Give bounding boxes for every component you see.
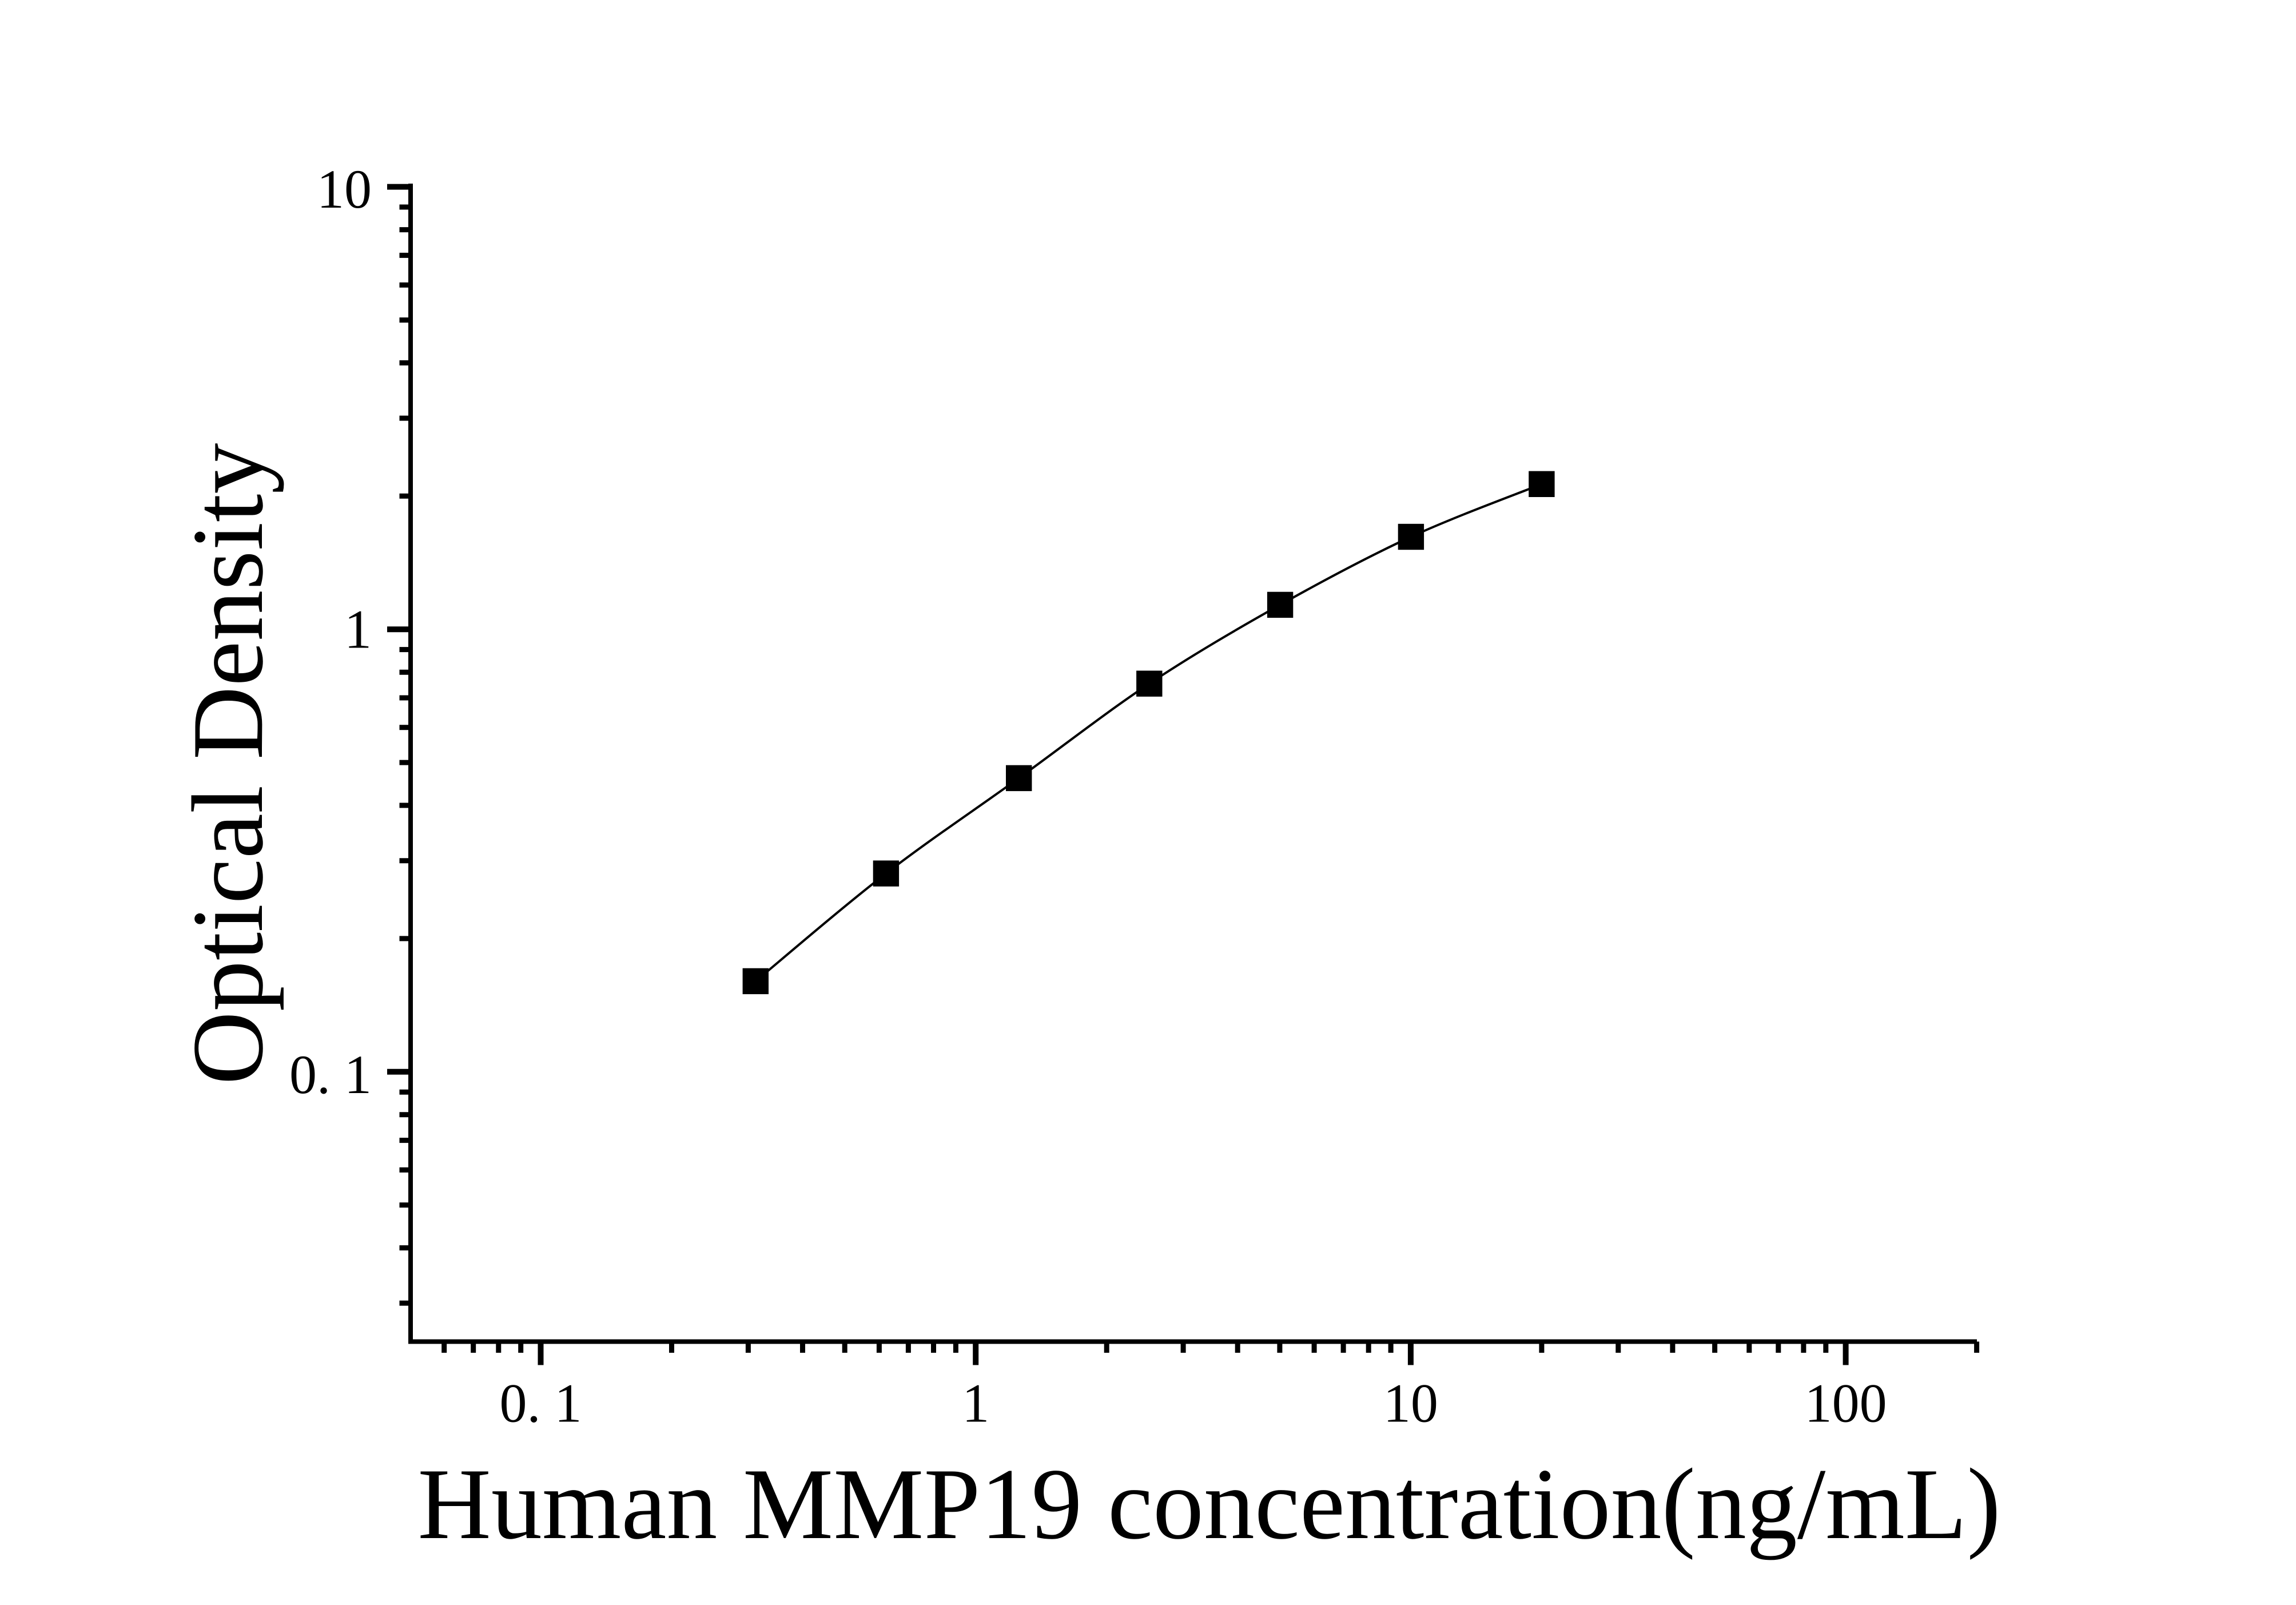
svg-text:10: 10 [317,158,372,220]
svg-text:0. 1: 0. 1 [289,1044,372,1105]
svg-text:Optical Density: Optical Density [171,443,284,1085]
svg-text:100: 100 [1805,1373,1887,1434]
svg-text:10: 10 [1383,1373,1438,1434]
svg-text:0. 1: 0. 1 [500,1373,582,1434]
svg-text:1: 1 [344,598,372,660]
svg-text:Human MMP19 concentration(ng/m: Human MMP19 concentration(ng/mL) [417,1447,2000,1560]
svg-text:1: 1 [962,1373,989,1434]
